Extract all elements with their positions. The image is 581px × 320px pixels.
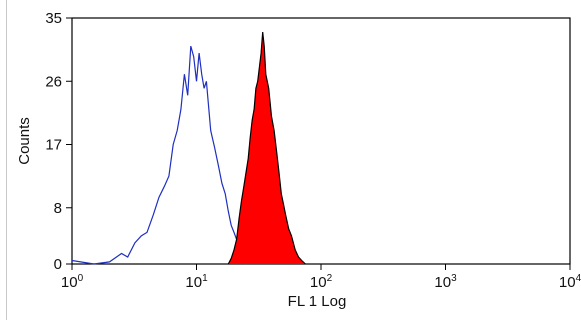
x-tick-label-2: 102 <box>310 273 333 291</box>
series-1-edge <box>227 32 306 265</box>
x-tick-label-1: 101 <box>185 273 208 291</box>
plot-frame <box>71 17 571 265</box>
series-layer <box>71 32 306 265</box>
y-tick-label-1: 8 <box>54 200 62 217</box>
series-0-line <box>71 45 247 265</box>
x-tick-label-4: 104 <box>559 273 581 291</box>
x-tick-label-0: 100 <box>61 273 84 291</box>
series-1-fill <box>228 32 306 264</box>
plot-area <box>71 17 571 265</box>
axes: 0 8 17 26 35 100 101 102 103 104 <box>45 10 581 291</box>
y-tick-label-0: 0 <box>54 256 62 273</box>
y-axis-title: Counts <box>16 117 33 165</box>
x-tick-label-3: 103 <box>434 273 457 291</box>
x-axis-title: FL 1 Log <box>288 293 347 310</box>
y-tick-label-4: 35 <box>45 10 62 27</box>
y-tick-label-3: 26 <box>45 73 62 90</box>
y-tick-label-2: 17 <box>45 137 62 154</box>
image-left-border <box>6 0 7 320</box>
